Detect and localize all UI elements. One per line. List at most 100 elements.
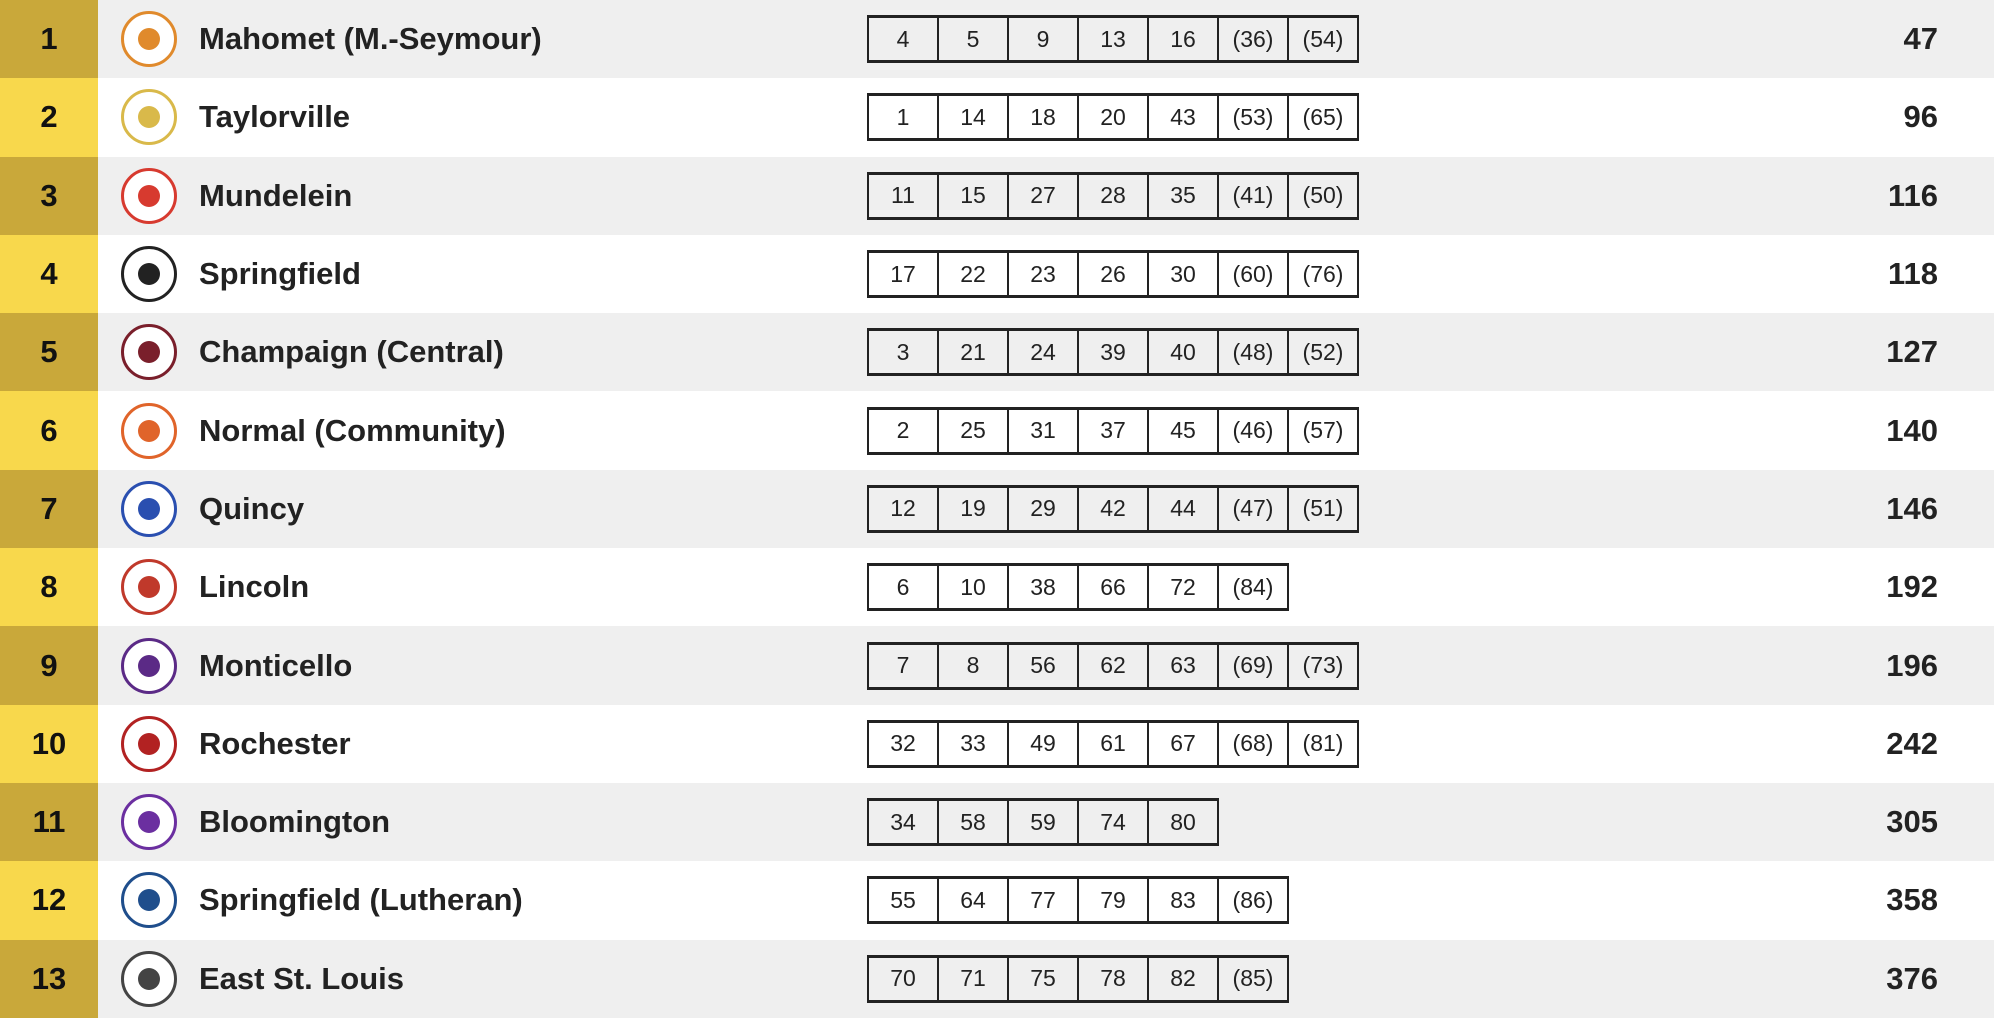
team-name: Mahomet (M.-Seymour): [199, 21, 542, 57]
place-cell: 71: [939, 957, 1009, 1000]
place-cell: 19: [939, 487, 1009, 530]
finish-places: 2 25 31 37 45 (46) (57): [867, 406, 1359, 455]
place-cell: (47): [1219, 487, 1289, 530]
team-score: 192: [1886, 569, 1938, 605]
finish-places: 12 19 29 42 44 (47) (51): [867, 484, 1359, 533]
team-rank: 10: [0, 704, 98, 783]
place-cell: 22: [939, 253, 1009, 296]
team-score: 376: [1886, 960, 1938, 996]
place-cell: 67: [1149, 722, 1219, 765]
place-cell: 35: [1149, 174, 1219, 217]
place-cell: 15: [939, 174, 1009, 217]
place-cell: 26: [1079, 253, 1149, 296]
place-cell: (53): [1219, 96, 1289, 139]
place-cell: 72: [1149, 566, 1219, 609]
place-cell: (85): [1219, 957, 1289, 1000]
team-score: 146: [1886, 490, 1938, 526]
finish-places: 3 21 24 39 40 (48) (52): [867, 328, 1359, 377]
place-cell: 44: [1149, 487, 1219, 530]
team-rank: 5: [0, 313, 98, 392]
team-rank: 11: [0, 782, 98, 862]
place-cell: 63: [1149, 644, 1219, 687]
team-rank: 8: [0, 548, 98, 627]
quincy-blue-devil-logo-icon: [121, 480, 177, 537]
place-cell: 32: [869, 722, 939, 765]
place-cell: 62: [1079, 644, 1149, 687]
place-cell: 39: [1079, 331, 1149, 374]
mahomet-seymour-logo-icon: [121, 11, 177, 68]
team-score: 116: [1887, 177, 1938, 213]
finish-places: 32 33 49 61 67 (68) (81): [867, 719, 1359, 768]
place-cell: 49: [1009, 722, 1079, 765]
place-cell: 23: [1009, 253, 1079, 296]
team-rank: 3: [0, 156, 98, 235]
team-score: 96: [1903, 99, 1938, 135]
team-rank: 12: [0, 861, 98, 940]
place-cell: 7: [869, 644, 939, 687]
team-name: East St. Louis: [199, 960, 404, 996]
team-row: 11 Bloomington 34 58 59 74 80 305: [0, 782, 1994, 862]
place-cell: 33: [939, 722, 1009, 765]
finish-places: 17 22 23 26 30 (60) (76): [867, 250, 1359, 299]
place-cell: 14: [939, 96, 1009, 139]
place-cell: (36): [1219, 18, 1289, 61]
place-cell: 64: [939, 879, 1009, 922]
place-cell: 6: [869, 566, 939, 609]
lincoln-railsplitter-logo-icon: [121, 559, 177, 616]
team-name: Rochester: [199, 725, 351, 761]
place-cell: (46): [1219, 409, 1289, 452]
place-cell: 4: [869, 18, 939, 61]
place-cell: (52): [1289, 331, 1359, 374]
place-cell: 42: [1079, 487, 1149, 530]
place-cell: 9: [1009, 18, 1079, 61]
finish-places: 7 8 56 62 63 (69) (73): [867, 641, 1359, 690]
place-cell: 10: [939, 566, 1009, 609]
finish-places: 70 71 75 78 82 (85): [867, 954, 1289, 1003]
team-rank: 4: [0, 234, 98, 314]
mundelein-mustang-logo-icon: [121, 167, 177, 224]
place-cell: 74: [1079, 801, 1149, 844]
team-score: 47: [1903, 21, 1938, 57]
place-cell: 24: [1009, 331, 1079, 374]
place-cell: 16: [1149, 18, 1219, 61]
place-cell: 3: [869, 331, 939, 374]
place-cell: 17: [869, 253, 939, 296]
team-score: 358: [1886, 882, 1938, 918]
team-rank: 13: [0, 939, 98, 1018]
place-cell: 28: [1079, 174, 1149, 217]
champaign-central-logo-icon: [121, 324, 177, 381]
bloomington-bhs-logo-icon: [121, 794, 177, 851]
place-cell: 12: [869, 487, 939, 530]
place-cell: 31: [1009, 409, 1079, 452]
team-score: 242: [1886, 725, 1938, 761]
finish-places: 11 15 27 28 35 (41) (50): [867, 171, 1359, 220]
finish-places: 4 5 9 13 16 (36) (54): [867, 15, 1359, 64]
place-cell: 56: [1009, 644, 1079, 687]
team-name: Normal (Community): [199, 412, 506, 448]
place-cell: 40: [1149, 331, 1219, 374]
team-row: 12 Springfield (Lutheran) 55 64 77 79 83 (86)…: [0, 861, 1994, 940]
place-cell: 55: [869, 879, 939, 922]
place-cell: 13: [1079, 18, 1149, 61]
finish-places: 34 58 59 74 80: [867, 798, 1219, 847]
team-row: 4 Springfield 17 22 23 26 30 (60) (76) 118: [0, 234, 1994, 314]
finish-places: 6 10 38 66 72 (84): [867, 563, 1289, 612]
place-cell: 82: [1149, 957, 1219, 1000]
team-score: 127: [1886, 334, 1938, 370]
place-cell: (60): [1219, 253, 1289, 296]
place-cell: 25: [939, 409, 1009, 452]
team-row: 9 Monticello 7 8 56 62 63 (69) (73) 196: [0, 626, 1994, 705]
place-cell: 77: [1009, 879, 1079, 922]
place-cell: (73): [1289, 644, 1359, 687]
place-cell: 1: [869, 96, 939, 139]
place-cell: (76): [1289, 253, 1359, 296]
place-cell: (69): [1219, 644, 1289, 687]
place-cell: (57): [1289, 409, 1359, 452]
place-cell: 20: [1079, 96, 1149, 139]
east-st-louis-flyers-logo-icon: [121, 950, 177, 1007]
team-row: 7 Quincy 12 19 29 42 44 (47) (51) 146: [0, 469, 1994, 549]
place-cell: 21: [939, 331, 1009, 374]
place-cell: 43: [1149, 96, 1219, 139]
place-cell: 61: [1079, 722, 1149, 765]
team-name: Quincy: [199, 490, 305, 526]
